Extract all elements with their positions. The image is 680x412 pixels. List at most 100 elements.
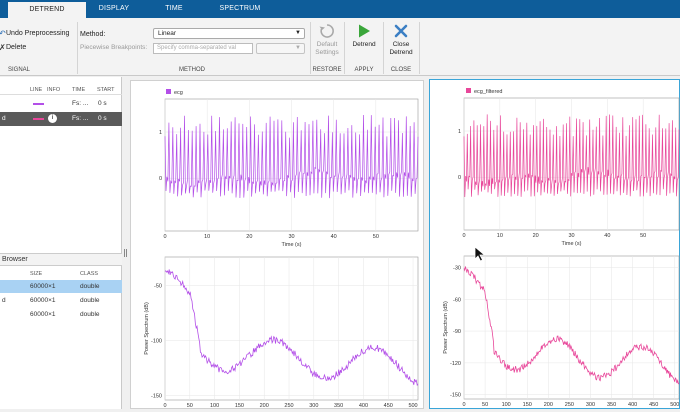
x-tick-label: 350 <box>607 402 616 408</box>
x-tick-label: 300 <box>309 403 318 409</box>
close-icon <box>394 24 408 38</box>
plot-panel-ecg[interactable]: ecg 0 10 20 30 40 50 1 0 Time (s) 0 50 100 150 200 250 3… <box>130 80 424 409</box>
x-tick-label: 20 <box>246 234 252 240</box>
y-tick-label: -90 <box>453 329 461 335</box>
browser-row[interactable]: 60000×1 double <box>0 280 122 293</box>
variable-class: double <box>80 283 100 290</box>
line-swatch <box>33 103 44 105</box>
default-settings-label-2: Settings <box>315 49 339 56</box>
time-series-line <box>164 114 419 199</box>
y-tick-label: -120 <box>450 361 461 367</box>
spectrum-axes-frame <box>164 256 419 401</box>
x-tick-label: 50 <box>187 403 193 409</box>
section-divider <box>344 22 345 74</box>
section-label-signal: SIGNAL <box>7 67 30 73</box>
close-detrend-button[interactable]: Close Detrend <box>385 23 417 57</box>
variable-size: 60000×1 <box>30 297 56 304</box>
x-tick-label: 0 <box>462 233 465 239</box>
detrend-label: Detrend <box>352 41 376 48</box>
variable-class: double <box>80 297 100 304</box>
x-tick-label: 250 <box>565 402 574 408</box>
x-axis-label: Time (s) <box>282 242 302 248</box>
method-label: Method: <box>80 31 106 38</box>
browser-row[interactable]: 60000×1 double <box>0 308 122 321</box>
x-tick-label: 40 <box>604 233 610 239</box>
signal-time: Fs: ... <box>72 115 89 122</box>
tab-spectrum[interactable]: SPECTRUM <box>219 5 261 12</box>
method-dropdown[interactable]: Linear ▼ <box>153 28 305 39</box>
column-header-size: SIZE <box>30 271 43 277</box>
column-header-class: CLASS <box>80 271 99 277</box>
section-divider <box>419 22 420 74</box>
default-settings-label-1: Default <box>316 41 338 48</box>
breakpoints-dropdown[interactable]: ▼ <box>256 43 305 54</box>
legend-label: ecg_filtered <box>474 89 502 95</box>
detrend-button[interactable]: Detrend <box>347 23 381 49</box>
plot-panel-ecg-filtered[interactable]: ecg_filtered 0 10 20 30 40 50 1 0 Time (s) 0 50 100 1… <box>429 79 680 409</box>
x-tick-label: 30 <box>288 234 294 240</box>
close-detrend-label-2: Detrend <box>389 49 413 56</box>
x-tick-label: 400 <box>359 403 368 409</box>
browser-row[interactable]: d 60000×1 double <box>0 294 122 307</box>
column-header-line: LINE <box>30 87 43 93</box>
legend-label: ecg <box>174 90 183 96</box>
x-tick-label: 0 <box>462 402 465 408</box>
info-icon[interactable]: i <box>48 114 57 123</box>
signal-table-header: LINE INFO TIME START <box>0 85 122 95</box>
spectrum-line <box>164 269 419 386</box>
x-tick-label: 300 <box>586 402 595 408</box>
signal-row[interactable]: d i Fs: ... 0 s <box>0 112 122 126</box>
x-tick-label: 450 <box>649 402 658 408</box>
x-tick-label: 10 <box>497 233 503 239</box>
variable-size: 60000×1 <box>30 311 56 318</box>
x-tick-label: 200 <box>544 402 553 408</box>
y-axis-label: Power Spectrum (dB) <box>443 301 449 354</box>
column-header-start: START <box>97 87 115 93</box>
section-divider <box>77 22 78 74</box>
ribbon-toolstrip: ↶ Undo Preprocessing ✗ Delete SIGNAL Met… <box>0 18 680 76</box>
undo-preprocessing-button[interactable]: ↶ Undo Preprocessing <box>0 29 76 40</box>
y-tick-label: -100 <box>151 339 162 345</box>
tab-display[interactable]: DISPLAY <box>98 5 130 12</box>
delete-button[interactable]: ✗ Delete <box>0 43 40 54</box>
signal-row[interactable]: Fs: ... 0 s <box>0 97 122 111</box>
x-tick-label: 10 <box>204 234 210 240</box>
section-divider <box>383 22 384 74</box>
ribbon-tab-bar: DETREND DISPLAY TIME SPECTRUM <box>0 0 680 18</box>
column-header-time: TIME <box>72 87 86 93</box>
panel-splitter[interactable] <box>122 77 130 409</box>
breakpoints-label: Piecewise Breakpoints: <box>80 44 148 51</box>
variable-class: double <box>80 311 100 318</box>
play-icon <box>359 24 370 38</box>
signal-start: 0 s <box>98 115 107 122</box>
section-divider <box>310 22 311 74</box>
x-tick-label: 400 <box>628 402 637 408</box>
x-tick-label: 0 <box>163 403 166 409</box>
y-tick-label: 1 <box>458 129 461 135</box>
mouse-cursor-icon <box>474 246 486 262</box>
x-axis-label: Time (s) <box>562 241 582 247</box>
chevron-down-icon: ▼ <box>295 30 301 36</box>
x-tick-label: 100 <box>210 403 219 409</box>
x-tick-label: 500 <box>408 403 417 409</box>
tab-detrend[interactable]: DETREND <box>8 0 86 18</box>
default-settings-button[interactable]: Default Settings <box>311 23 343 57</box>
x-tick-label: 20 <box>533 233 539 239</box>
chevron-down-icon: ▼ <box>295 45 301 51</box>
variable-size: 60000×1 <box>30 283 56 290</box>
x-tick-label: 50 <box>482 402 488 408</box>
tab-time[interactable]: TIME <box>165 5 183 12</box>
delete-icon: ✗ <box>0 43 6 52</box>
browser-header: Browser <box>0 253 122 266</box>
column-header-info: INFO <box>47 87 61 93</box>
x-tick-label: 350 <box>334 403 343 409</box>
method-value: Linear <box>158 30 177 37</box>
y-tick-label: 1 <box>159 130 162 136</box>
browser-title: Browser <box>2 256 28 263</box>
x-tick-label: 150 <box>523 402 532 408</box>
legend-swatch <box>466 88 471 93</box>
x-tick-label: 50 <box>373 234 379 240</box>
x-tick-label: 50 <box>640 233 646 239</box>
breakpoints-input[interactable]: Specify comma-separated val <box>153 43 253 54</box>
